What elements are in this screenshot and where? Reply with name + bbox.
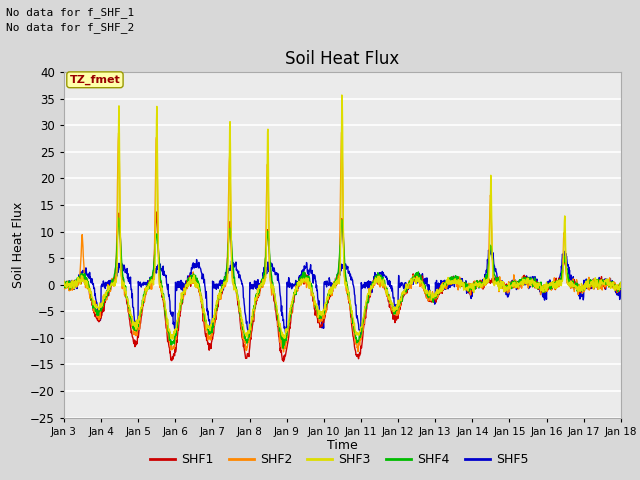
Text: TZ_fmet: TZ_fmet xyxy=(70,75,120,85)
SHF2 xyxy=(378,276,385,282)
SHF1 xyxy=(153,209,161,215)
Title: Soil Heat Flux: Soil Heat Flux xyxy=(285,49,399,68)
SHF4 xyxy=(297,274,305,280)
SHF4 xyxy=(279,346,287,351)
SHF2 xyxy=(308,291,316,297)
SHF5 xyxy=(308,269,316,275)
SHF1 xyxy=(319,318,326,324)
SHF5 xyxy=(296,280,304,286)
SHF5 xyxy=(318,319,326,325)
SHF3 xyxy=(617,284,625,290)
SHF2 xyxy=(60,282,68,288)
SHF1 xyxy=(308,291,316,297)
SHF3 xyxy=(169,336,177,342)
SHF4 xyxy=(378,276,385,282)
Text: No data for f_SHF_1: No data for f_SHF_1 xyxy=(6,7,134,18)
SHF4 xyxy=(60,280,68,286)
SHF1 xyxy=(126,317,134,323)
Line: SHF3: SHF3 xyxy=(64,95,621,339)
SHF5 xyxy=(126,281,134,287)
SHF1 xyxy=(297,276,305,282)
Line: SHF5: SHF5 xyxy=(64,247,621,336)
Legend: SHF1, SHF2, SHF3, SHF4, SHF5: SHF1, SHF2, SHF3, SHF4, SHF5 xyxy=(145,448,533,471)
SHF5 xyxy=(60,285,68,290)
Line: SHF1: SHF1 xyxy=(64,212,621,361)
SHF5 xyxy=(617,283,625,289)
SHF4 xyxy=(617,279,625,285)
SHF5 xyxy=(356,333,364,339)
X-axis label: Time: Time xyxy=(327,439,358,453)
SHF5 xyxy=(103,283,111,289)
SHF2 xyxy=(318,315,326,321)
SHF3 xyxy=(338,92,346,98)
SHF3 xyxy=(126,305,134,311)
SHF3 xyxy=(378,279,385,285)
SHF2 xyxy=(126,310,134,315)
SHF2 xyxy=(280,349,287,355)
Line: SHF2: SHF2 xyxy=(64,132,621,352)
Text: No data for f_SHF_2: No data for f_SHF_2 xyxy=(6,22,134,33)
SHF4 xyxy=(126,307,134,313)
SHF2 xyxy=(297,276,305,281)
SHF5 xyxy=(486,244,494,250)
SHF2 xyxy=(103,291,111,297)
SHF4 xyxy=(319,311,326,316)
SHF3 xyxy=(318,312,326,317)
SHF4 xyxy=(103,288,111,293)
SHF1 xyxy=(280,359,287,364)
SHF5 xyxy=(378,270,385,276)
SHF3 xyxy=(103,288,111,294)
SHF3 xyxy=(60,278,68,284)
SHF2 xyxy=(338,129,346,134)
SHF4 xyxy=(115,215,122,221)
Y-axis label: Soil Heat Flux: Soil Heat Flux xyxy=(12,202,25,288)
SHF3 xyxy=(308,290,316,296)
SHF1 xyxy=(378,278,385,284)
SHF1 xyxy=(60,279,68,285)
SHF1 xyxy=(617,285,625,291)
Line: SHF4: SHF4 xyxy=(64,218,621,348)
SHF4 xyxy=(308,289,316,295)
SHF1 xyxy=(103,294,111,300)
SHF2 xyxy=(617,283,625,288)
SHF3 xyxy=(297,282,305,288)
